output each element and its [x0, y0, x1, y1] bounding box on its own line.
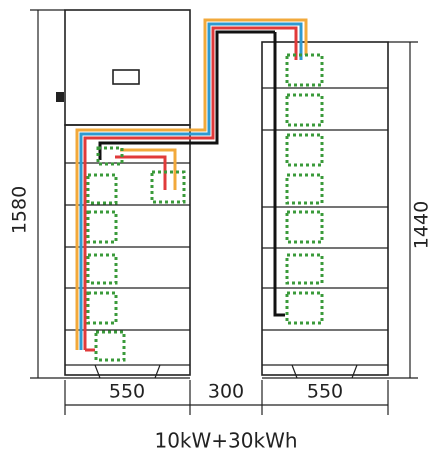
right-system: [261, 41, 389, 379]
cables: [75, 18, 308, 352]
right-width: 550: [307, 381, 343, 403]
caption: 10kW+30kWh: [154, 429, 297, 453]
left-height: 1580: [9, 186, 31, 234]
right-height: 1440: [411, 201, 433, 249]
battery-modules: [86, 53, 324, 362]
dimension-lines: [30, 9, 418, 415]
gap-width: 300: [208, 381, 244, 403]
left-width: 550: [109, 381, 145, 403]
